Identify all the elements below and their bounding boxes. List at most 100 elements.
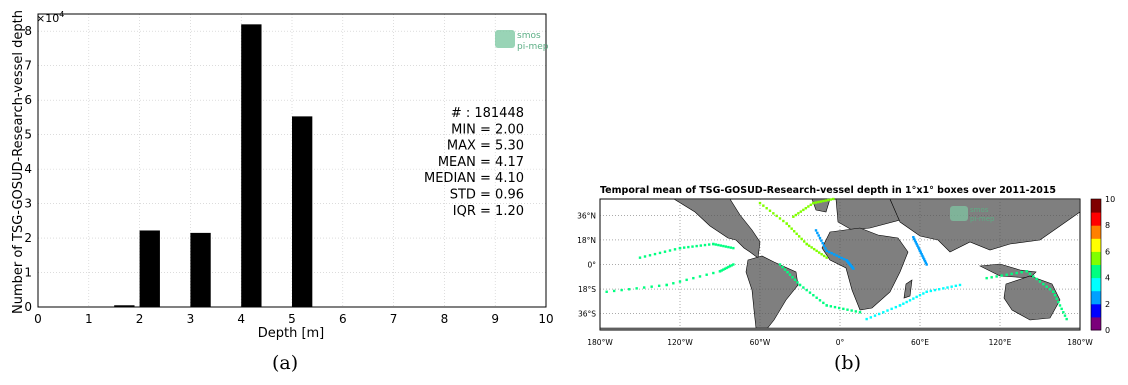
- track-cell: [668, 249, 672, 252]
- histogram-bar: [139, 230, 160, 307]
- track-cell: [814, 229, 818, 232]
- longitude-labels: 180°W 120°W 60°W 0° 60°E 120°E 180°W: [587, 338, 1093, 347]
- track-cell: [727, 265, 730, 269]
- track-cell: [820, 239, 823, 242]
- track-cell: [730, 264, 733, 267]
- colorbar-segment: [1091, 303, 1101, 318]
- track-cell: [1035, 277, 1038, 281]
- track-cell: [821, 241, 824, 245]
- track-cell: [825, 304, 828, 307]
- caption-a: (a): [272, 352, 299, 374]
- track-cell: [840, 256, 843, 260]
- track-cell: [805, 288, 808, 292]
- y-tick-label: 8: [24, 24, 32, 38]
- histogram-bar: [292, 116, 313, 307]
- track-cell: [850, 309, 853, 312]
- y-axis-multiplier: ×104: [36, 10, 64, 25]
- track-cell: [824, 247, 827, 250]
- track-cell: [822, 244, 826, 247]
- track-cell: [703, 243, 707, 247]
- colorbar-tick-label: 8: [1105, 221, 1110, 230]
- longitude-label: 120°E: [989, 338, 1012, 347]
- track-cell: [913, 239, 917, 242]
- track-cell: [797, 212, 800, 215]
- track-cell: [922, 256, 925, 259]
- track-cell: [922, 292, 925, 295]
- track-cell: [816, 231, 819, 235]
- track-cell: [718, 270, 722, 273]
- track-cell: [822, 199, 825, 203]
- x-tick-label: 9: [491, 312, 499, 326]
- track-cell: [802, 286, 805, 289]
- track-cell: [858, 311, 862, 314]
- histogram-grid: [37, 14, 547, 308]
- track-cell: [785, 222, 788, 225]
- track-cell: [658, 251, 662, 255]
- track-cell: [812, 201, 815, 205]
- track-cell: [832, 197, 835, 201]
- track-cell: [799, 210, 803, 213]
- track-cell: [1010, 272, 1013, 276]
- y-tick-label: 3: [24, 197, 32, 211]
- track-cell: [802, 240, 806, 243]
- track-cell: [912, 236, 915, 239]
- depth-histogram: 0 1 2 3 4 5 6 7 8 9 10 0 1 2 3 4 5 6 7 8 Depth [m] Number …: [11, 10, 554, 341]
- track-cell: [954, 284, 958, 288]
- colorbar-segment: [1091, 251, 1101, 265]
- colorbar-segment: [1091, 316, 1101, 331]
- map-gridlines: [600, 199, 1080, 330]
- track-cell: [1062, 311, 1065, 314]
- track-cell: [890, 307, 893, 311]
- colorbar-segment: [1091, 264, 1101, 279]
- y-tick-label: 6: [24, 93, 32, 107]
- track-cell: [809, 203, 813, 206]
- track-cell: [765, 207, 768, 210]
- track-cell: [923, 259, 927, 263]
- histogram-x-ticks: 0 1 2 3 4 5 6 7 8 9 10: [34, 312, 553, 326]
- track-cell: [792, 215, 795, 218]
- track-cell: [1005, 273, 1008, 276]
- statistic-line: IQR = 1.20: [453, 204, 524, 219]
- svg-text:smos: smos: [970, 206, 989, 214]
- longitude-label: 180°W: [1067, 338, 1093, 347]
- colorbar-segment: [1091, 290, 1101, 305]
- statistic-line: STD = 0.96: [450, 188, 524, 203]
- track-cell: [1042, 282, 1045, 286]
- track-cell: [942, 287, 945, 290]
- track-cell: [792, 230, 796, 233]
- track-cell: [714, 243, 718, 246]
- track-cell: [829, 305, 833, 308]
- track-cell: [815, 249, 818, 253]
- track-cell: [812, 247, 816, 251]
- track-cell: [1065, 317, 1068, 321]
- track-cell: [732, 246, 735, 250]
- track-cell: [698, 275, 702, 278]
- track-cell: [762, 204, 765, 207]
- track-cell: [820, 253, 823, 256]
- track-cell: [933, 288, 937, 292]
- track-cell: [663, 250, 667, 253]
- track-cell: [805, 242, 808, 246]
- track-cell: [916, 244, 919, 247]
- track-cell: [1015, 271, 1018, 275]
- track-cell: [835, 254, 838, 257]
- track-cell: [918, 294, 922, 297]
- track-cell: [685, 278, 688, 282]
- track-cell: [1057, 300, 1060, 304]
- track-cell: [772, 212, 775, 215]
- track-cell: [917, 247, 921, 251]
- track-cell: [827, 250, 831, 254]
- track-cell: [665, 283, 668, 287]
- track-cell: [825, 249, 828, 253]
- track-cell: [783, 268, 787, 271]
- track-cell: [635, 287, 638, 290]
- track-cell: [905, 300, 908, 304]
- track-cell: [842, 258, 846, 261]
- track-cell: [791, 276, 794, 279]
- track-cell: [1032, 275, 1035, 278]
- track-cell: [865, 317, 868, 321]
- histogram-plot-frame: [37, 13, 547, 308]
- track-cell: [720, 269, 723, 272]
- track-cell: [815, 296, 818, 299]
- track-cell: [919, 251, 923, 254]
